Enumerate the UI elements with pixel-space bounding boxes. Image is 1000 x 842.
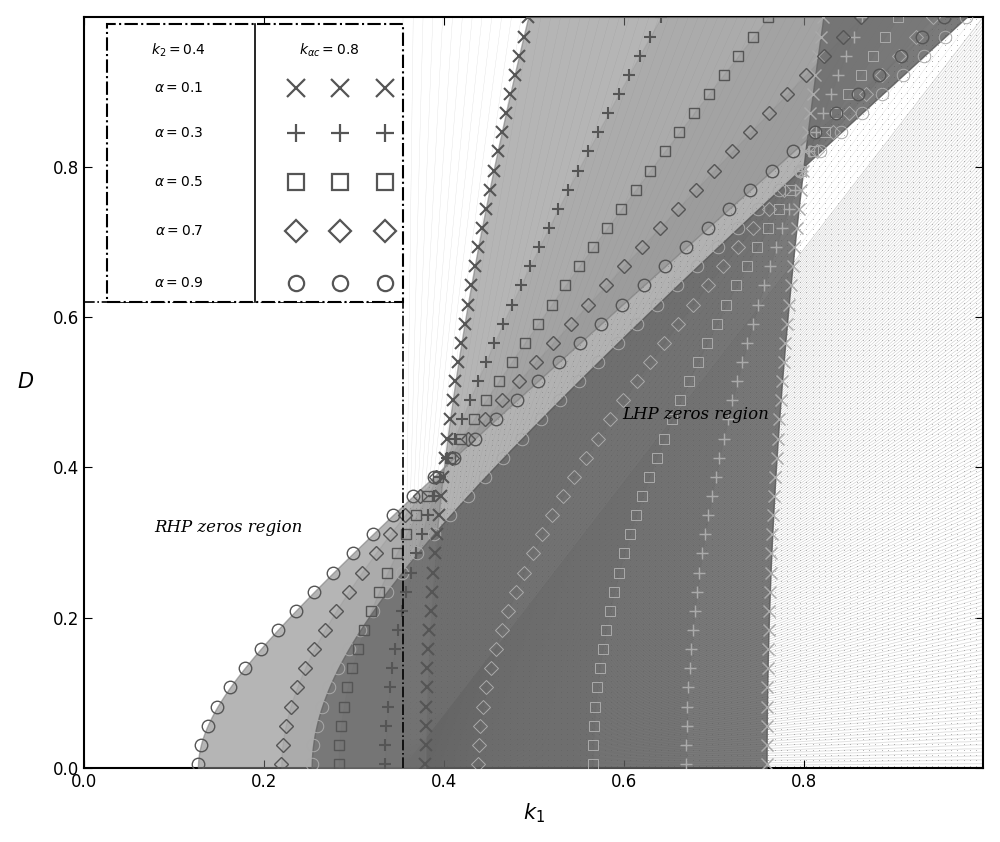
Text: LHP zeros region: LHP zeros region <box>622 406 769 424</box>
Text: $\alpha = 0.1$: $\alpha = 0.1$ <box>154 81 203 95</box>
Text: $k_2 = 0.4$: $k_2 = 0.4$ <box>151 42 206 59</box>
Text: $\alpha = 0.3$: $\alpha = 0.3$ <box>154 126 203 140</box>
Text: $\alpha = 0.7$: $\alpha = 0.7$ <box>155 224 203 237</box>
Y-axis label: $D$: $D$ <box>17 372 34 392</box>
Text: $k_{\alpha c} = 0.8$: $k_{\alpha c} = 0.8$ <box>299 42 359 59</box>
Bar <box>107 24 403 302</box>
Text: RHP zeros region: RHP zeros region <box>154 519 302 536</box>
Text: $\alpha = 0.5$: $\alpha = 0.5$ <box>154 175 203 189</box>
X-axis label: $k_1$: $k_1$ <box>523 802 545 825</box>
Text: $\alpha = 0.9$: $\alpha = 0.9$ <box>154 276 203 290</box>
